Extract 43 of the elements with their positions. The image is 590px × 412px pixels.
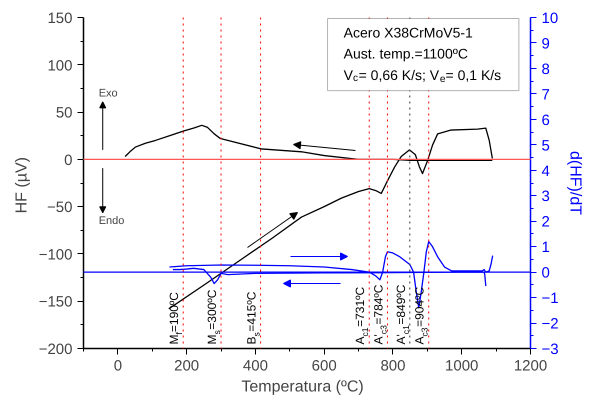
x-tick-label: 600 <box>312 358 337 374</box>
y-tick-label: −100 <box>38 246 73 264</box>
y2-tick-label: −1 <box>542 290 559 308</box>
y2-tick-label: −3 <box>542 341 559 358</box>
y2-axis-title: d(HF)/dT <box>566 151 584 216</box>
x-tick-label: 1200 <box>514 358 548 374</box>
ref-line-label: Ac3=904ºC <box>412 286 430 344</box>
annotation: Endo <box>98 215 124 228</box>
y-axis-title: HF (µV) <box>14 157 31 214</box>
y-tick-label: −200 <box>38 341 73 358</box>
y2-tick-label: 4 <box>542 162 550 180</box>
ref-line-label: A'c1=849ºC <box>394 284 411 344</box>
y-tick-label: 50 <box>56 104 73 122</box>
ref-line-label: Mf=190ºC <box>167 292 184 344</box>
y-tick-label: −50 <box>47 199 73 216</box>
y2-tick-label: 3 <box>542 188 550 206</box>
y2-tick-label: 9 <box>542 35 550 52</box>
y2-tick-label: 7 <box>542 86 550 104</box>
y2-tick-label: 0 <box>542 264 550 282</box>
x-tick-label: 800 <box>380 358 406 374</box>
y-tick-label: 100 <box>47 57 73 74</box>
annotation: Acero X38CrMoV5-1 <box>344 24 474 40</box>
x-tick-label: 1000 <box>445 358 478 374</box>
ref-line-label: Bs=415ºC <box>244 291 262 344</box>
y-tick-label: 0 <box>64 152 72 169</box>
annotation: Aust. temp.=1100ºC <box>344 46 468 62</box>
annotation: Exo <box>98 88 118 100</box>
y2-tick-label: 10 <box>542 10 558 27</box>
y2-tick-label: 2 <box>542 214 550 231</box>
ref-line-label: Ac1=731ºC <box>353 286 370 344</box>
y2-tick-label: 6 <box>542 112 550 129</box>
y2-tick-label: 5 <box>542 137 550 154</box>
x-axis-title: Temperatura (ºC) <box>241 378 364 396</box>
y2-tick-label: −2 <box>542 316 559 333</box>
x-tick-label: 200 <box>174 358 200 374</box>
y2-tick-label: 1 <box>542 239 550 256</box>
ref-line-label: Ms=300ºC <box>205 289 222 344</box>
x-tick-label: 400 <box>242 358 268 374</box>
y2-tick-label: 8 <box>542 60 550 78</box>
y-tick-label: 150 <box>47 10 73 27</box>
y-tick-label: −150 <box>38 294 73 311</box>
ref-line-label: A'c3=784ºC <box>371 284 388 344</box>
x-tick-label: 0 <box>114 358 122 374</box>
